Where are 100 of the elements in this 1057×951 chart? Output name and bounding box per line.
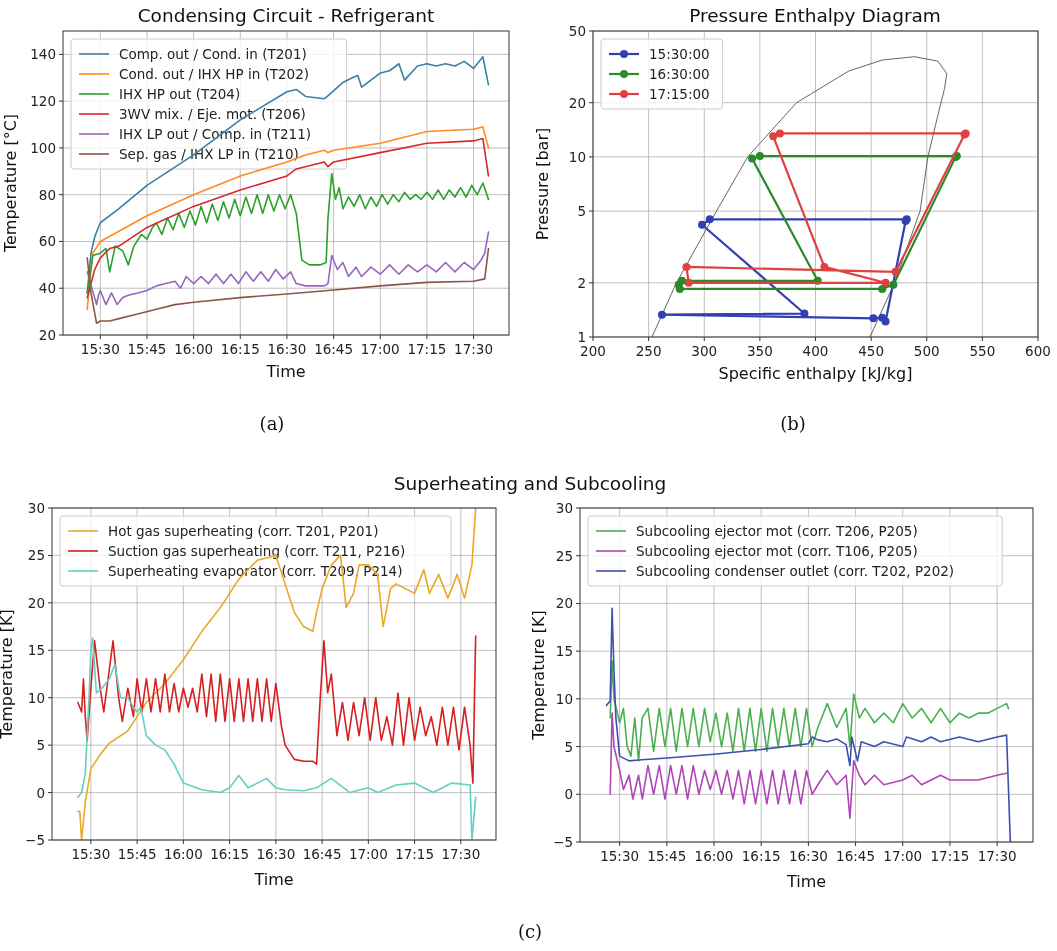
text: (b) xyxy=(780,413,806,434)
point xyxy=(820,262,829,271)
x-tick-label: 600 xyxy=(1025,343,1051,359)
y-tick-label: 5 xyxy=(36,737,45,754)
y-tick-label: 40 xyxy=(38,280,56,297)
point xyxy=(878,284,887,293)
x-tick-label: 16:45 xyxy=(836,848,876,864)
y-tick-label: 15 xyxy=(555,643,573,660)
x-tick-label: 16:30 xyxy=(788,848,828,864)
legend-label: 16:30:00 xyxy=(649,66,710,82)
text: (a) xyxy=(259,413,285,434)
point xyxy=(682,262,691,271)
x-tick-label: 550 xyxy=(969,343,996,359)
x-tick-label: 16:15 xyxy=(210,846,250,862)
x-tick-label: 250 xyxy=(635,343,662,359)
point xyxy=(881,317,890,326)
y-tick-label: 140 xyxy=(30,46,56,63)
x-tick-label: 17:00 xyxy=(360,341,400,357)
y-tick-label: 25 xyxy=(555,547,573,564)
y-tick-label: 100 xyxy=(30,139,56,156)
line-series xyxy=(86,231,490,306)
y-tick-label: −5 xyxy=(553,834,573,850)
x-tick-label: 17:00 xyxy=(883,848,923,864)
x-tick-label: 350 xyxy=(746,343,773,359)
x-tick-label: 16:15 xyxy=(741,848,781,864)
x-axis-title: Time xyxy=(265,362,306,381)
legend-label: Comp. out / Cond. in (T201) xyxy=(119,46,307,62)
y-tick-label: 5 xyxy=(577,203,586,220)
point xyxy=(755,152,764,161)
x-tick-label: 15:30 xyxy=(80,341,120,357)
x-axis-title: Specific enthalpy [kJ/kg] xyxy=(718,364,913,383)
legend-label: Hot gas superheating (corr. T201, P201) xyxy=(108,523,379,539)
y-tick-label: 1 xyxy=(577,329,586,345)
legend-label: Subcooling condenser outlet (corr. T202, P202) xyxy=(636,563,955,579)
y-axis-title: Pressure [bar] xyxy=(533,127,552,241)
point xyxy=(869,314,878,323)
x-axis-title: Time xyxy=(785,872,827,891)
y-tick-label: 15 xyxy=(27,642,45,659)
x-tick-label: 17:00 xyxy=(348,846,388,862)
line-series xyxy=(86,247,490,325)
point xyxy=(748,154,757,163)
legend-label: 17:15:00 xyxy=(649,86,710,102)
x-tick-label: 200 xyxy=(580,343,606,359)
y-axis-title: Temperature [K] xyxy=(529,610,548,741)
line-series xyxy=(77,508,477,840)
line-series xyxy=(605,607,1012,842)
y-tick-label: 10 xyxy=(555,690,573,707)
y-tick-label: 20 xyxy=(555,595,573,612)
point xyxy=(698,220,707,229)
chart-title: Superheating and Subcooling xyxy=(393,473,667,494)
x-tick-label: 17:30 xyxy=(441,846,481,862)
point xyxy=(675,284,684,293)
x-tick-label: 15:45 xyxy=(117,846,157,862)
y-tick-label: 30 xyxy=(27,500,45,516)
y-tick-label: 5 xyxy=(564,738,573,755)
line-series xyxy=(77,637,477,840)
x-tick-label: 400 xyxy=(802,343,829,359)
x-tick-label: 16:45 xyxy=(314,341,354,357)
y-tick-label: 30 xyxy=(555,500,573,516)
x-tick-label: 17:15 xyxy=(407,341,447,357)
x-tick-label: 16:00 xyxy=(694,848,734,864)
x-tick-label: 15:30 xyxy=(71,846,111,862)
x-tick-label: 15:30 xyxy=(600,848,640,864)
point xyxy=(800,309,809,318)
x-tick-label: 16:45 xyxy=(302,846,342,862)
legend-label: Subcooling ejector mot (corr. T106, P205) xyxy=(636,543,918,559)
legend-label: IHX HP out (T204) xyxy=(119,86,241,102)
x-axis-title: Time xyxy=(253,870,294,889)
x-tick-label: 15:45 xyxy=(647,848,687,864)
chart-title: Condensing Circuit - Refrigerant xyxy=(137,5,435,26)
x-tick-label: 500 xyxy=(913,343,940,359)
y-tick-label: 80 xyxy=(38,186,56,203)
line-series xyxy=(609,712,1008,819)
x-tick-label: 16:30 xyxy=(267,341,307,357)
line-series xyxy=(609,659,1010,762)
line-series xyxy=(86,172,490,294)
x-tick-label: 17:15 xyxy=(395,846,435,862)
x-tick-label: 300 xyxy=(691,343,718,359)
x-tick-label: 17:15 xyxy=(930,848,970,864)
x-tick-label: 16:15 xyxy=(220,341,260,357)
legend-label: Subcooling ejector mot (corr. T206, P205) xyxy=(636,523,918,539)
y-tick-label: 10 xyxy=(27,689,45,706)
point xyxy=(775,129,784,138)
x-tick-label: 17:30 xyxy=(977,848,1017,864)
point xyxy=(684,278,693,287)
text: (c) xyxy=(517,921,543,942)
x-tick-label: 16:00 xyxy=(163,846,203,862)
y-tick-label: 20 xyxy=(38,327,56,343)
point xyxy=(705,215,714,224)
legend-label: 15:30:00 xyxy=(649,46,710,62)
point xyxy=(889,280,898,289)
legend-label: Suction gas superheating (corr. T211, P216) xyxy=(108,543,406,559)
x-tick-label: 17:30 xyxy=(454,341,493,357)
y-axis-title: Temperature [K] xyxy=(0,609,16,740)
y-tick-label: 0 xyxy=(36,784,45,801)
legend-label: Sep. gas / IHX LP in (T210) xyxy=(119,146,299,162)
point xyxy=(769,132,778,141)
y-axis-title: Temperature [°C] xyxy=(1,113,20,254)
line-series xyxy=(77,635,477,784)
y-tick-label: 120 xyxy=(30,93,56,110)
